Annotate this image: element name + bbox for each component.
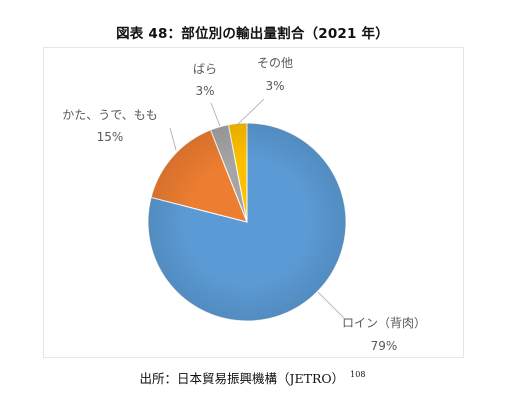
slice-label-1: かた、うで、もも (62, 108, 158, 122)
slice-label-3: その他 (257, 56, 293, 70)
slice-value-label-3: 3% (265, 79, 284, 93)
slice-value-label-2: 3% (195, 84, 214, 98)
leader-line-2 (210, 102, 221, 127)
footnote-ref: 108 (350, 370, 366, 379)
leader-line-0 (317, 291, 345, 319)
slice-value-label-1: 15% (97, 130, 124, 144)
chart-title: 図表 48：部位別の輸出量割合（2021 年） (116, 26, 389, 42)
slice-label-2: ばら (193, 62, 217, 76)
leader-line-1 (169, 127, 177, 151)
slice-value-label-0: 79% (371, 339, 398, 353)
caption-text: 出所：日本貿易振興機構（JETRO） (139, 371, 345, 386)
leader-line-3 (237, 98, 265, 125)
slice-label-0: ロイン（背肉） (342, 316, 426, 330)
figure-caption: 出所：日本貿易振興機構（JETRO） 108 (0, 368, 505, 387)
